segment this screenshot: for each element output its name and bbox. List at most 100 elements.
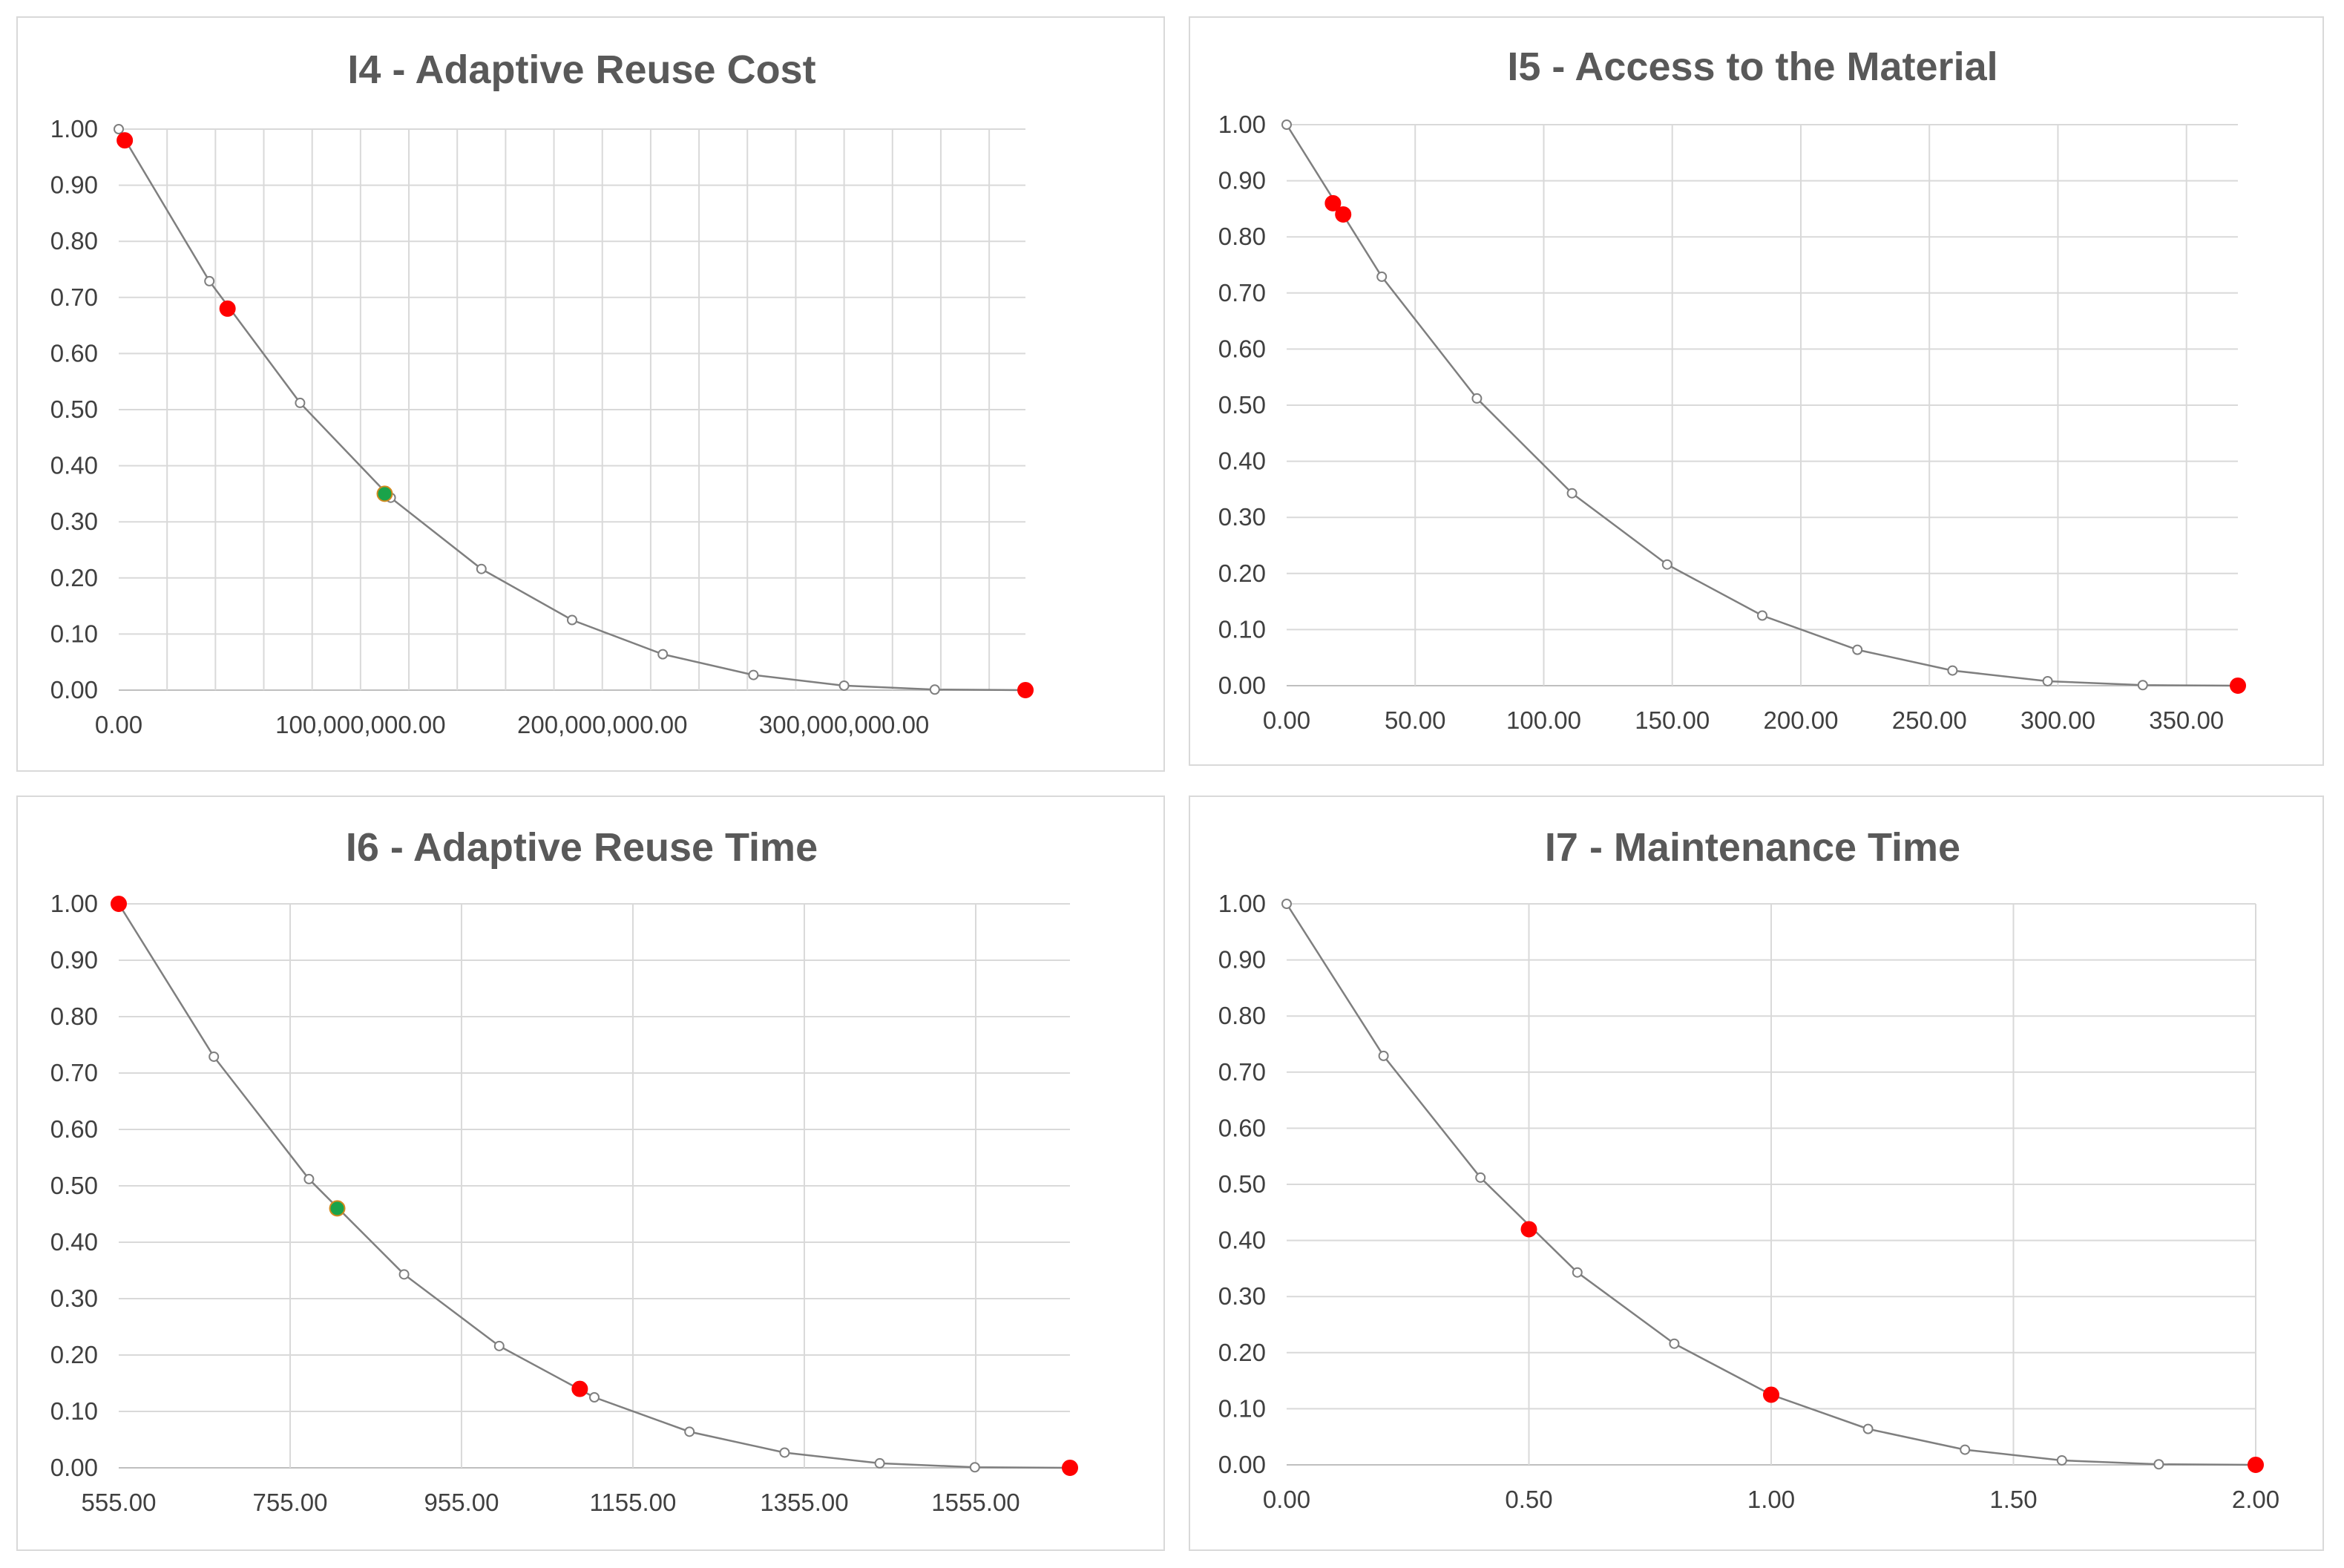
chart-i6-svg: I6 - Adaptive Reuse Time 0.00 0.10 0.20 0.30…	[50, 825, 1078, 1516]
data-point	[1852, 644, 1863, 655]
y-tick-label: 0.00	[1218, 1451, 1266, 1478]
x-tick-label: 350.00	[2149, 706, 2224, 734]
data-point	[1281, 899, 1292, 909]
y-tick-label: 0.30	[50, 1285, 98, 1312]
y-tick-label: 0.50	[50, 1172, 98, 1199]
y-tick-label: 0.70	[1218, 279, 1266, 306]
highlight-point-red	[219, 300, 236, 317]
chart-title: I4 - Adaptive Reuse Cost	[347, 47, 815, 92]
y-tick-label: 1.00	[50, 890, 98, 917]
highlight-point-red	[1324, 194, 1342, 211]
data-point	[1757, 610, 1767, 621]
chart-i4-svg: I4 - Adaptive Reuse Cost 0.00 0.10 0.20 0.30…	[50, 47, 1034, 738]
y-tick-label: 0.50	[1218, 391, 1266, 419]
y-tick-label: 0.70	[50, 1059, 98, 1086]
highlight-point-red	[111, 896, 127, 912]
data-point	[589, 1392, 600, 1403]
x-tick-label: 1555.00	[931, 1489, 1020, 1516]
highlight-point-green	[376, 485, 393, 502]
x-tick-label: 100.00	[1506, 706, 1581, 734]
y-tick-label: 0.80	[50, 227, 98, 255]
data-point	[779, 1447, 790, 1458]
y-tick-label: 0.90	[50, 946, 98, 974]
y-tick-label: 0.90	[50, 171, 98, 199]
y-tick-label: 0.40	[50, 452, 98, 479]
chart-title: I6 - Adaptive Reuse Time	[346, 825, 818, 870]
highlight-point-red	[1062, 1460, 1078, 1476]
highlight-point-red	[116, 132, 134, 149]
data-point	[1376, 271, 1388, 282]
y-tick-label: 0.20	[50, 564, 98, 591]
y-tick-label: 0.40	[1218, 1227, 1266, 1254]
data-point	[1475, 1172, 1486, 1183]
data-point	[684, 1426, 695, 1437]
y-tick-label: 1.00	[1218, 111, 1266, 138]
y-tick-label: 1.00	[50, 115, 98, 142]
y-tick-label: 0.20	[1218, 560, 1266, 587]
highlight-point-red	[1763, 1386, 1779, 1403]
highlight-point-red	[2230, 678, 2246, 694]
x-tick-label: 300,000,000.00	[759, 711, 929, 738]
y-tick-label: 0.30	[1218, 503, 1266, 531]
data-point	[1566, 488, 1578, 499]
chart-panel-i7: I7 - Maintenance Time 0.00 0.10 0.20 0.30 0.4…	[1189, 796, 2324, 1551]
y-tick-label: 0.20	[1218, 1339, 1266, 1366]
chart-panel-i6: I6 - Adaptive Reuse Time 0.00 0.10 0.20 0.30…	[16, 796, 1165, 1551]
data-point	[874, 1457, 885, 1469]
y-tick-label: 0.50	[1218, 1170, 1266, 1198]
x-tick-label: 0.00	[1263, 706, 1310, 734]
y-tick-label: 0.90	[1218, 167, 1266, 194]
x-tick-label: 0.50	[1505, 1486, 1552, 1513]
data-point	[398, 1269, 410, 1280]
data-point	[1669, 1338, 1680, 1349]
data-point	[114, 124, 124, 134]
x-tick-label: 100,000,000.00	[275, 711, 445, 738]
x-tick-label: 1.00	[1747, 1486, 1795, 1513]
y-tick-label: 0.70	[50, 283, 98, 311]
chart-title: I7 - Maintenance Time	[1545, 825, 1960, 870]
y-tick-label: 0.00	[1218, 672, 1266, 699]
y-tick-label: 0.00	[50, 1454, 98, 1481]
chart-i5-svg: I5 - Access to the Material 0.00 0.10 0.20 0…	[1218, 45, 2246, 734]
data-point	[1281, 119, 1292, 130]
x-tick-label: 755.00	[253, 1489, 328, 1516]
x-tick-label: 0.00	[95, 711, 142, 738]
x-tick-label: 2.00	[2232, 1486, 2279, 1513]
highlight-point-red	[2248, 1457, 2264, 1473]
data-point	[1947, 665, 1958, 676]
y-tick-label: 1.00	[1218, 890, 1266, 917]
data-point	[969, 1462, 980, 1473]
y-tick-label: 0.80	[50, 1003, 98, 1030]
chart-title: I5 - Access to the Material	[1507, 45, 1997, 89]
chart-i7-svg: I7 - Maintenance Time 0.00 0.10 0.20 0.30 0.4…	[1218, 825, 2279, 1513]
data-point	[748, 669, 759, 680]
x-tick-label: 0.00	[1263, 1486, 1310, 1513]
data-point	[838, 680, 850, 691]
y-tick-label: 0.80	[1218, 223, 1266, 250]
y-tick-label: 0.20	[50, 1341, 98, 1368]
y-tick-label: 0.50	[50, 396, 98, 423]
data-point	[1960, 1444, 1971, 1455]
data-point	[1661, 559, 1672, 570]
y-tick-label: 0.70	[1218, 1058, 1266, 1086]
data-point	[929, 684, 940, 695]
x-tick-label: 1155.00	[590, 1489, 677, 1516]
data-point	[493, 1340, 505, 1351]
x-tick-label: 250.00	[1892, 706, 1967, 734]
y-tick-label: 0.60	[50, 1115, 98, 1143]
highlight-point-red	[571, 1380, 588, 1397]
data-point	[1862, 1423, 1874, 1434]
x-tick-label: 955.00	[424, 1489, 499, 1516]
y-tick-label: 0.10	[1218, 1394, 1266, 1422]
chart-panel-i4: I4 - Adaptive Reuse Cost 0.00 0.10 0.20 0.30…	[16, 16, 1165, 772]
x-tick-label: 1.50	[1989, 1486, 2037, 1513]
x-tick-label: 200.00	[1764, 706, 1839, 734]
y-tick-label: 0.60	[1218, 335, 1266, 362]
x-tick-label: 150.00	[1635, 706, 1710, 734]
data-point	[2056, 1454, 2067, 1466]
y-tick-label: 0.60	[1218, 1114, 1266, 1141]
data-point	[2042, 675, 2053, 686]
data-point	[657, 649, 669, 660]
highlight-point-red	[1335, 206, 1352, 223]
x-tick-label: 555.00	[82, 1489, 157, 1516]
